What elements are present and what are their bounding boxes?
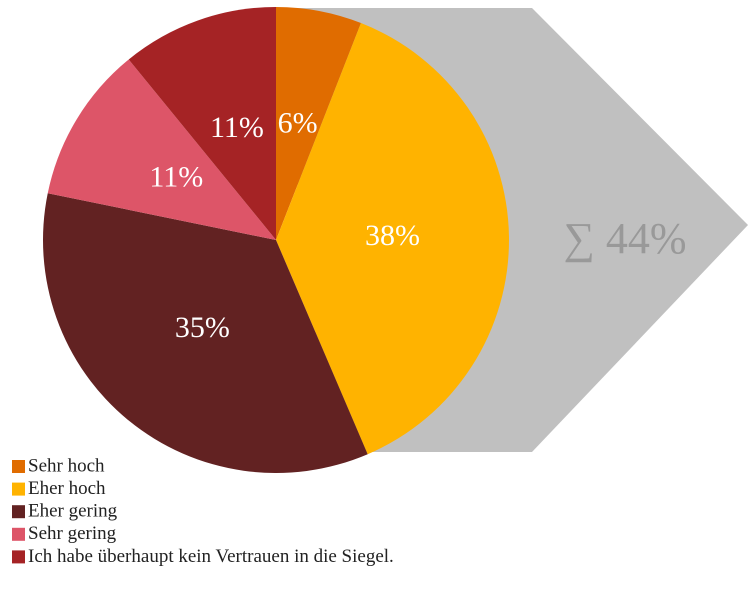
data-label: 11% <box>149 161 203 194</box>
legend-label: Sehr hoch <box>28 455 105 476</box>
legend-swatch <box>12 460 25 473</box>
pie-slice <box>276 23 509 455</box>
legend-swatch <box>12 550 25 564</box>
pie-slice <box>276 7 361 240</box>
data-label: 35% <box>175 311 230 344</box>
pie-slice <box>42 193 368 473</box>
legend-label: Sehr gering <box>28 523 117 544</box>
data-label: 6% <box>278 106 318 139</box>
data-label: 38% <box>365 219 420 252</box>
pie-slice <box>47 59 277 240</box>
legend-label: Ich habe überhaupt kein Vertrauen in die… <box>28 546 394 567</box>
pie: 6% 38% 35% 11%11% <box>42 7 509 473</box>
pie-slice <box>128 7 276 240</box>
legend-swatch <box>12 505 25 519</box>
legend-swatch <box>12 482 25 496</box>
legend-swatch <box>12 527 25 541</box>
legend-label: Eher gering <box>28 501 118 522</box>
data-label: 11% <box>210 111 264 144</box>
sum-annotation: ∑ 44% <box>563 214 686 263</box>
legend-label: Eher hoch <box>28 478 106 499</box>
